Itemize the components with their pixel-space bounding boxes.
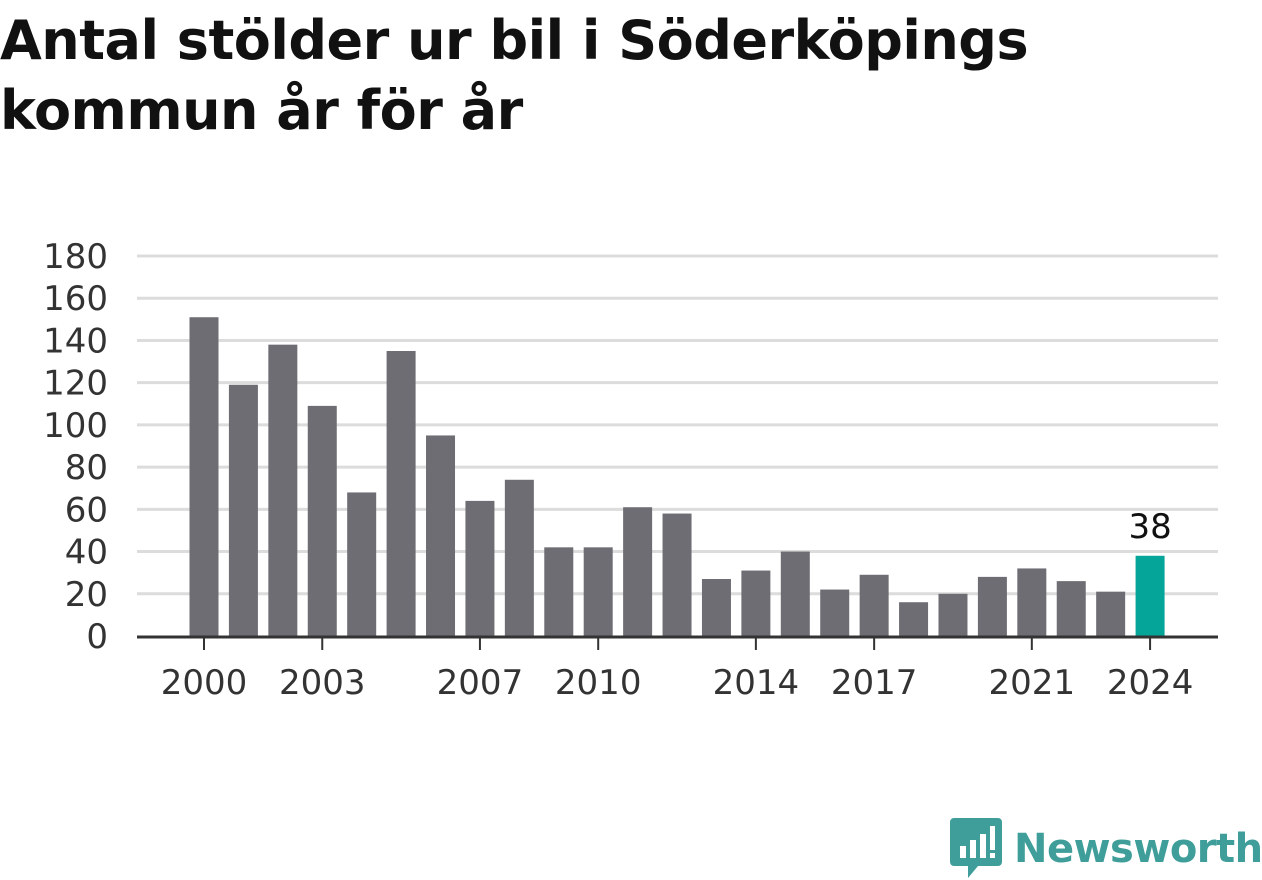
bar-2017 [859, 574, 889, 636]
data-label: 38 [1128, 507, 1171, 547]
bar-2020 [977, 576, 1007, 636]
bar-2009 [544, 547, 574, 636]
x-tick-label: 2007 [437, 663, 524, 703]
y-tick-label: 100 [43, 406, 108, 446]
x-tick-label: 2024 [1107, 663, 1194, 703]
chart-title: Antal stölder ur bil i Söderköpings komm… [0, 6, 1200, 146]
chart-title-line2: kommun år för år [0, 79, 523, 142]
bar-2002 [268, 344, 298, 636]
bar-2001 [228, 384, 258, 636]
x-tick-label: 2000 [161, 663, 248, 703]
x-axis-ticks: 2000 2003 2007 2010 2014 2017 2021 2024 [161, 638, 1194, 703]
x-tick-label: 2003 [279, 663, 366, 703]
bar-2003 [307, 405, 337, 636]
bar-2024 [1135, 555, 1165, 636]
bar-2014 [741, 570, 771, 636]
y-tick-label: 0 [86, 617, 108, 657]
newsworthy-icon [950, 818, 1002, 878]
y-tick-label: 120 [43, 364, 108, 404]
bar-2008 [504, 479, 534, 636]
bar-2016 [820, 589, 850, 636]
chart-title-line1: Antal stölder ur bil i Söderköpings [0, 9, 1029, 72]
bar-2021 [1017, 568, 1047, 636]
y-tick-label: 40 [65, 533, 108, 573]
bar-2000 [189, 317, 219, 636]
y-tick-label: 180 [43, 237, 108, 277]
bar-2005 [386, 351, 416, 636]
y-tick-label: 160 [43, 279, 108, 319]
x-tick-label: 2017 [831, 663, 918, 703]
bar-2006 [426, 435, 456, 636]
bar-2023 [1096, 591, 1126, 636]
data-labels: 38 [1128, 507, 1171, 547]
bar-2019 [938, 593, 968, 636]
bars [189, 317, 1165, 636]
bar-2015 [780, 551, 810, 636]
bar-2011 [623, 507, 653, 636]
x-tick-label: 2021 [989, 663, 1076, 703]
y-tick-label: 60 [65, 490, 108, 530]
bar-2022 [1056, 581, 1086, 636]
y-tick-label: 140 [43, 321, 108, 361]
newsworthy-logo: Newsworthy [950, 818, 1262, 880]
bar-2013 [701, 579, 731, 636]
bar-2004 [347, 492, 377, 636]
bar-2012 [662, 513, 692, 636]
y-tick-label: 20 [65, 575, 108, 615]
y-tick-label: 80 [65, 448, 108, 488]
x-tick-label: 2014 [713, 663, 800, 703]
bar-2007 [465, 500, 495, 636]
brand-name: Newsworthy [1014, 826, 1262, 872]
x-tick-label: 2010 [555, 663, 642, 703]
bar-2018 [899, 602, 929, 636]
bar-2010 [583, 547, 613, 636]
